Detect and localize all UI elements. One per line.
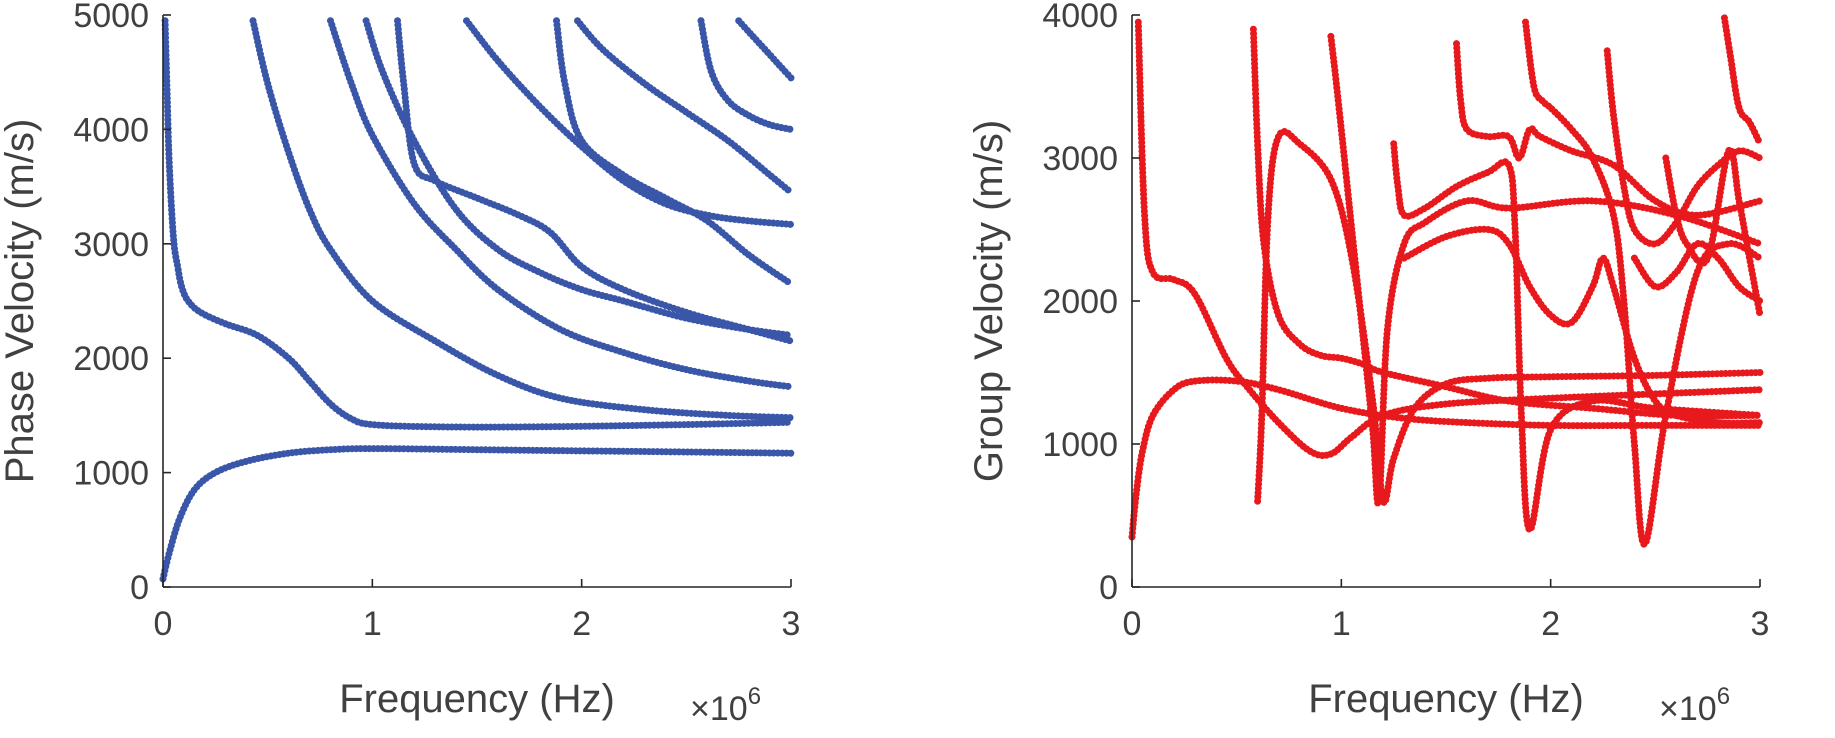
phase-velocity-mode-3 bbox=[249, 17, 795, 422]
group-velocity-mode-13 bbox=[1630, 239, 1764, 305]
phase-x-ticks: 0 1 2 3 bbox=[154, 579, 801, 643]
group-velocity-mode-2 bbox=[1134, 18, 1764, 460]
phase-velocity-chart: 0 1 2 3 0 1000 2000 3000 4000 5000 Frequency (Hz… bbox=[0, 0, 800, 728]
group-y-ticks: 0 1000 2000 3000 4000 bbox=[1042, 0, 1140, 607]
group-velocity-mode-5 bbox=[1327, 32, 1764, 508]
group-x-tick-label: 1 bbox=[1332, 605, 1351, 643]
phase-velocity-series-layer bbox=[159, 17, 795, 583]
phase-velocity-mode-8 bbox=[553, 17, 795, 288]
group-velocity-mode-9 bbox=[1400, 225, 1764, 427]
group-y-tick-label: 4000 bbox=[1042, 0, 1118, 35]
phase-y-tick-label: 2000 bbox=[73, 340, 149, 378]
phase-velocity-mode-9 bbox=[574, 17, 795, 196]
group-velocity-mode-12 bbox=[1720, 14, 1764, 148]
group-velocity-mode-4 bbox=[1249, 25, 1764, 420]
group-x-ticks: 0 1 2 3 bbox=[1123, 579, 1770, 643]
group-x-tick-label: 2 bbox=[1541, 605, 1560, 643]
group-x-multiplier-exp: 6 bbox=[1717, 683, 1730, 710]
phase-velocity-mode-2 bbox=[161, 17, 795, 431]
group-y-axis-label: Group Velocity (m/s) bbox=[967, 120, 1011, 482]
group-velocity-mode-8 bbox=[1522, 18, 1764, 548]
phase-x-multiplier: ×106 bbox=[690, 683, 761, 728]
group-x-tick-label: 0 bbox=[1123, 605, 1142, 643]
group-x-multiplier: ×106 bbox=[1659, 683, 1730, 728]
phase-velocity-mode-7 bbox=[463, 17, 795, 228]
phase-x-tick-label: 1 bbox=[363, 605, 382, 643]
group-y-tick-label: 1000 bbox=[1042, 426, 1118, 464]
phase-x-multiplier-exp: 6 bbox=[748, 683, 761, 710]
group-velocity-mode-11 bbox=[1662, 145, 1764, 319]
phase-y-axis-label: Phase Velocity (m/s) bbox=[0, 119, 42, 484]
phase-x-tick-label: 2 bbox=[572, 605, 591, 643]
phase-velocity-mode-5 bbox=[394, 17, 795, 345]
phase-velocity-mode-1 bbox=[159, 445, 795, 583]
group-y-tick-label: 0 bbox=[1099, 569, 1118, 607]
group-velocity-mode-1 bbox=[1128, 376, 1764, 541]
group-y-tick-label: 2000 bbox=[1042, 283, 1118, 321]
phase-x-tick-label: 0 bbox=[154, 605, 173, 643]
group-velocity-mode-6 bbox=[1390, 140, 1764, 534]
phase-y-tick-label: 0 bbox=[130, 569, 149, 607]
phase-y-tick-label: 5000 bbox=[73, 0, 149, 35]
group-velocity-chart: 0 1 2 3 0 1000 2000 3000 4000 Frequency (Hz) Gr… bbox=[967, 0, 1769, 728]
phase-velocity-mode-11 bbox=[735, 17, 795, 82]
group-x-axis-label: Frequency (Hz) bbox=[1308, 677, 1584, 721]
group-y-tick-label: 3000 bbox=[1042, 140, 1118, 178]
group-velocity-mode-7 bbox=[1453, 40, 1764, 219]
phase-y-tick-label: 1000 bbox=[73, 455, 149, 493]
phase-y-ticks: 0 1000 2000 3000 4000 5000 bbox=[73, 0, 171, 607]
group-velocity-series-layer bbox=[1128, 14, 1764, 548]
phase-velocity-mode-6 bbox=[362, 17, 795, 339]
phase-y-tick-label: 3000 bbox=[73, 226, 149, 264]
group-x-multiplier-base: ×10 bbox=[1659, 690, 1717, 728]
phase-x-tick-label: 3 bbox=[782, 605, 801, 643]
phase-velocity-mode-10 bbox=[697, 17, 795, 133]
phase-x-axis-label: Frequency (Hz) bbox=[339, 677, 615, 721]
phase-x-multiplier-base: ×10 bbox=[690, 690, 748, 728]
group-x-tick-label: 3 bbox=[1751, 605, 1770, 643]
phase-velocity-mode-4 bbox=[327, 17, 795, 391]
phase-y-tick-label: 4000 bbox=[73, 111, 149, 149]
